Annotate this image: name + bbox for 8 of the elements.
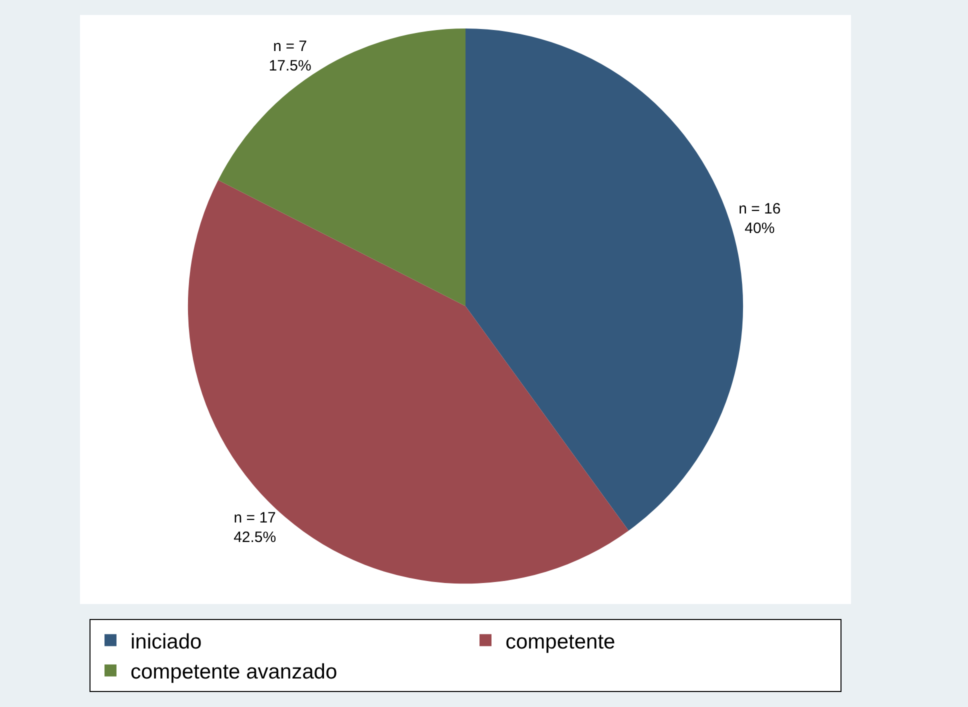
data-label: n = 17 42.5% <box>234 509 276 546</box>
legend-label: competente <box>506 630 616 654</box>
data-label: n = 16 40% <box>738 200 781 237</box>
data-label: n = 7 17.5% <box>268 38 312 74</box>
legend-label: iniciado <box>130 630 202 654</box>
pie-slice <box>188 180 629 584</box>
pie-slice <box>218 28 466 306</box>
legend-label: competente avanzado <box>130 660 338 684</box>
